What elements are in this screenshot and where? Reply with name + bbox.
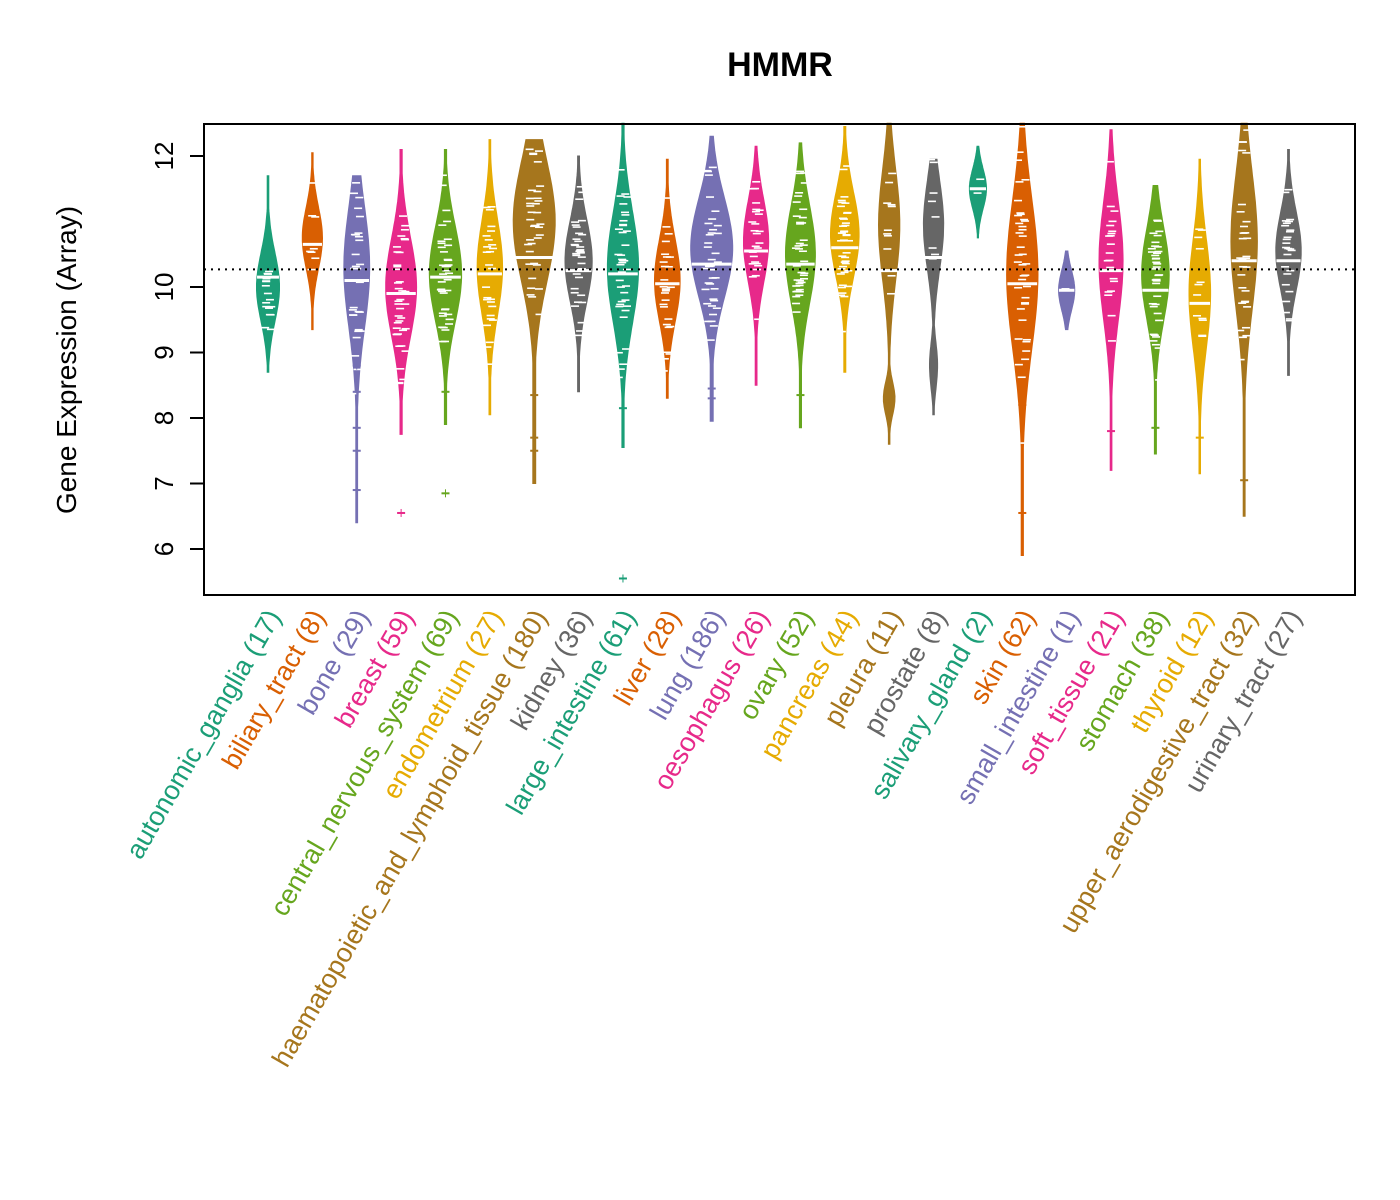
- violin-bone: [343, 175, 371, 524]
- violin-ovary: [785, 142, 816, 429]
- violin-central_nervous_system: [428, 149, 463, 498]
- violin-breast: [385, 149, 418, 517]
- chart-title: HMMR: [727, 46, 833, 84]
- plot-frame: [203, 123, 1356, 596]
- violin-urinary_tract: [1275, 149, 1302, 376]
- violin-oesophagus: [743, 145, 770, 386]
- y-tick-label: 8: [149, 411, 179, 425]
- plot-area: [204, 117, 1355, 583]
- violin-soft_tissue: [1098, 129, 1124, 471]
- violin-body: [1275, 149, 1302, 376]
- y-tick-label: 12: [149, 142, 179, 171]
- violin-body: [385, 149, 418, 435]
- violin-body: [830, 126, 860, 373]
- violin-body: [1230, 122, 1258, 517]
- violin-endometrium: [476, 139, 504, 416]
- violin-body: [301, 152, 324, 331]
- violin-biliary_tract: [301, 152, 324, 331]
- y-tick-label: 9: [149, 345, 179, 359]
- violin-large_intestine: [606, 122, 639, 583]
- y-tick-label: 10: [149, 273, 179, 302]
- violin-body: [877, 122, 901, 445]
- violin-body: [968, 145, 987, 239]
- y-tick-label: 7: [149, 476, 179, 490]
- violin-pancreas: [830, 126, 860, 373]
- violin-autonomic_ganglia: [256, 175, 280, 373]
- x-axis-labels: autonomic_ganglia (17)biliary_tract (8)b…: [120, 605, 1308, 1072]
- violin-prostate: [922, 158, 945, 416]
- violin-body: [512, 139, 556, 484]
- violin-lung: [690, 135, 734, 422]
- violin-thyroid: [1188, 158, 1212, 475]
- violin-upper_aerodigestive_tract: [1230, 117, 1258, 517]
- violin-salivary_gland: [968, 145, 987, 239]
- violin-body: [922, 158, 945, 416]
- violin-body: [428, 149, 463, 425]
- violin-body: [654, 158, 681, 399]
- violin-kidney: [564, 155, 593, 393]
- violin-body: [1098, 129, 1124, 471]
- violin-small_intestine: [1058, 250, 1076, 331]
- violin-body: [343, 175, 371, 524]
- violin-body: [476, 139, 504, 416]
- violin-haematopoietic_and_lymphoid_tissue: [512, 129, 556, 484]
- violin-skin: [1006, 122, 1039, 556]
- y-tick-label: 6: [149, 542, 179, 556]
- violin-liver: [654, 158, 681, 399]
- y-axis: 6 7 8 9 10 12: [149, 142, 204, 556]
- violin-pleura: [877, 122, 901, 445]
- y-axis-label: Gene Expression (Array): [51, 206, 82, 514]
- violin-stomach: [1141, 185, 1170, 455]
